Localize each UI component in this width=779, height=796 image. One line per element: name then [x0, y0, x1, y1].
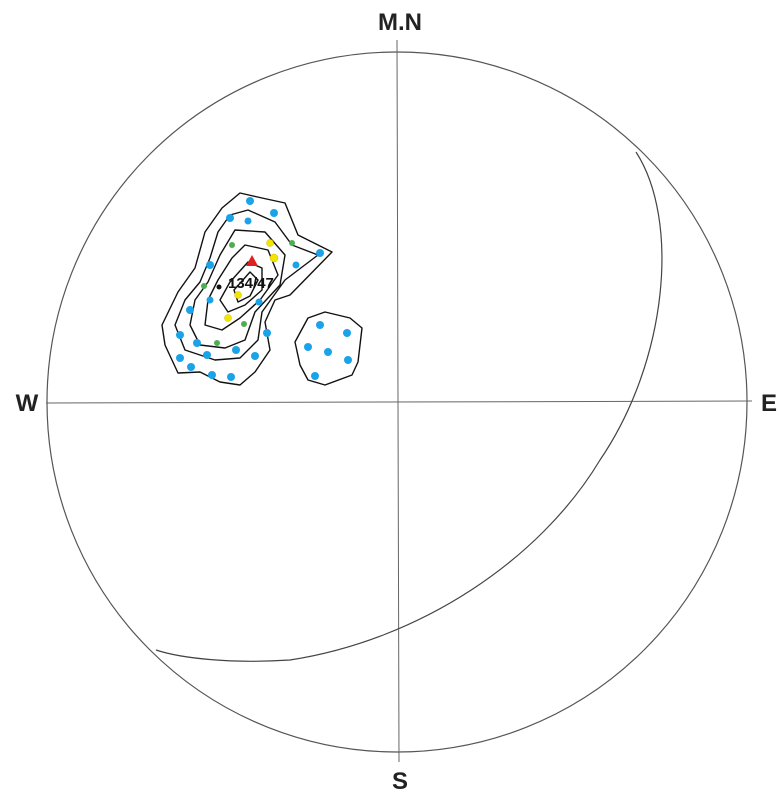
density-contours-main — [161, 192, 333, 386]
south-label: S — [392, 768, 408, 795]
pole-point — [176, 331, 184, 339]
pole-point — [343, 329, 351, 337]
density-contour-secondary — [294, 311, 363, 386]
pole-point — [234, 291, 242, 299]
pole-point — [187, 363, 195, 371]
north-south-axis — [396, 39, 400, 763]
contour-level-5 — [219, 261, 263, 313]
pole-point — [251, 352, 259, 360]
pole-point — [176, 354, 184, 362]
contour-level-2 — [174, 209, 319, 361]
great-circle-plane — [155, 151, 663, 662]
pole-point — [316, 321, 324, 329]
pole-point — [269, 253, 279, 263]
pole-point — [316, 249, 324, 257]
pole-point — [186, 306, 194, 314]
pole-point-black — [216, 284, 222, 290]
pole-point — [232, 346, 240, 354]
pole-point — [255, 298, 263, 306]
pole-point — [214, 340, 220, 346]
pole-point — [292, 261, 300, 269]
pole-point — [226, 214, 234, 222]
poles-yellow — [224, 239, 279, 322]
pole-point — [266, 239, 274, 247]
pole-point — [227, 373, 235, 381]
pole-point — [246, 197, 254, 205]
contour-level-4 — [204, 244, 279, 331]
max-pole-label: 134/47 — [228, 275, 274, 292]
pole-point — [324, 348, 332, 356]
pole-point — [229, 242, 235, 248]
east-west-axis — [45, 400, 753, 404]
poles-blue — [176, 197, 352, 381]
pole-point — [344, 356, 352, 364]
pole-point — [270, 209, 278, 217]
pole-point — [203, 351, 211, 359]
pole-point — [206, 261, 214, 269]
pole-point — [208, 371, 216, 379]
west-label: W — [16, 390, 39, 417]
pole-point — [289, 240, 295, 246]
max-pole-triangle-icon — [246, 255, 258, 266]
pole-point — [193, 339, 201, 347]
contour-level-1 — [161, 192, 333, 386]
pole-point — [241, 321, 247, 327]
pole-point — [263, 329, 271, 337]
east-label: E — [761, 390, 777, 417]
contour-level-3 — [189, 229, 286, 349]
poles-green — [201, 240, 295, 346]
north-label: M.N — [378, 9, 422, 36]
pole-point — [244, 217, 252, 225]
pole-point — [206, 296, 214, 304]
contour-level-6 — [233, 271, 259, 303]
pole-point — [311, 372, 319, 380]
pole-point — [304, 343, 312, 351]
pole-point — [224, 314, 232, 322]
pole-point — [201, 283, 207, 289]
